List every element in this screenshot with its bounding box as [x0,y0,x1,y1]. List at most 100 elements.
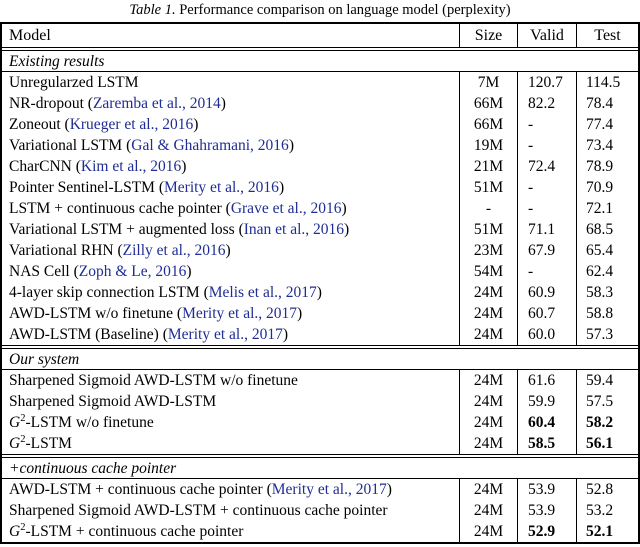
citation-link[interactable]: Gal & Ghahramani, 2016 [131,137,289,154]
citation-link[interactable]: Zoph & Le, 2016 [78,263,187,280]
test-cell: 53.2 [576,500,638,521]
model-name: AWD-LSTM w/o finetune ( [9,305,183,322]
test-cell: 57.5 [576,391,638,412]
size-cell: 24M [459,391,517,412]
citation-link[interactable]: Grave et al., 2016 [230,200,342,217]
table-row: NR-dropout (Zaremba et al., 2014) 66M 82… [2,93,638,114]
model-name: Unregularzed LSTM [9,74,139,91]
table-row: Zoneout (Krueger et al., 2016) 66M - 77.… [2,114,638,135]
test-cell: 72.1 [576,198,638,219]
results-table: Model Size Valid Test Existing results U… [0,22,640,544]
model-cell: Variational RHN (Zilly et al., 2016) [2,240,459,261]
citation-link[interactable]: Kim et al., 2016 [80,158,182,175]
size-cell: 23M [459,240,517,261]
valid-cell: 71.1 [517,219,576,240]
size-cell: 24M [459,521,517,542]
table-row: AWD-LSTM + continuous cache pointer (Mer… [2,479,638,500]
model-cell: NR-dropout (Zaremba et al., 2014) [2,93,459,114]
table-row: G2-LSTM w/o finetune 24M 60.4 58.2 [2,412,638,433]
model-name: CharCNN ( [9,158,81,175]
model-cell: Zoneout (Krueger et al., 2016) [2,114,459,135]
citation-close-paren: ) [181,158,187,175]
model-cell: Pointer Sentinel-LSTM (Merity et al., 20… [2,177,459,198]
model-name: NR-dropout ( [9,95,93,112]
model-name: Sharpened Sigmoid AWD-LSTM w/o finetune [9,372,298,389]
citation-link[interactable]: Merity et al., 2016 [164,179,279,196]
test-cell: 68.5 [576,219,638,240]
table-row: CharCNN (Kim et al., 2016) 21M 72.4 78.9 [2,156,638,177]
model-cell: Unregularzed LSTM [2,72,459,93]
table-caption: Table 1. Performance comparison on langu… [0,0,640,21]
table-caption-label: Table 1. [129,2,176,18]
test-cell: 78.4 [576,93,638,114]
test-cell: 59.4 [576,370,638,391]
test-cell: 52.1 [576,521,638,542]
valid-cell: 59.9 [517,391,576,412]
section-header-our-system: Our system [2,349,638,370]
math-g-symbol: G [9,414,21,431]
model-cell: AWD-LSTM + continuous cache pointer (Mer… [2,479,459,500]
table-row: G2-LSTM + continuous cache pointer 24M 5… [2,521,638,542]
citation-close-paren: ) [344,221,350,238]
test-cell: 58.2 [576,412,638,433]
size-cell: 51M [459,177,517,198]
valid-cell: 61.6 [517,370,576,391]
citation-link[interactable]: Merity et al., 2017 [167,326,283,343]
citation-link[interactable]: Merity et al., 2017 [271,481,387,498]
table-row: Variational LSTM + augmented loss (Inan … [2,219,638,240]
citation-link[interactable]: Melis et al., 2017 [208,284,317,301]
column-header-model: Model [9,27,51,44]
model-cell: LSTM + continuous cache pointer (Grave e… [2,198,459,219]
citation-link[interactable]: Inan et al., 2016 [243,221,345,238]
valid-cell: 53.9 [517,479,576,500]
column-header-test: Test [576,24,638,47]
size-cell: 54M [459,261,517,282]
table-row: Sharpened Sigmoid AWD-LSTM w/o finetune … [2,370,638,391]
citation-link[interactable]: Zilly et al., 2016 [122,242,226,259]
citation-close-paren: ) [225,242,231,259]
citation-close-paren: ) [278,179,285,196]
math-superscript: 2 [20,433,26,445]
size-cell: 19M [459,135,517,156]
model-name: AWD-LSTM (Baseline) ( [9,326,168,343]
column-header-valid: Valid [517,24,576,47]
citation-close-paren: ) [288,137,294,154]
valid-cell: - [517,198,576,219]
model-name: LSTM + continuous cache pointer ( [9,200,231,217]
citation-close-paren: ) [220,95,226,112]
model-cell: Sharpened Sigmoid AWD-LSTM + continuous … [2,500,459,521]
size-cell: 24M [459,324,517,345]
citation-close-paren: ) [282,326,288,343]
valid-cell: - [517,114,576,135]
size-cell: 51M [459,219,517,240]
table-row: G2-LSTM 24M 58.5 56.1 [2,433,638,458]
test-cell: 57.3 [576,324,638,345]
model-cell: Sharpened Sigmoid AWD-LSTM [2,391,459,412]
section-header-continuous-cache-pointer: +continuous cache pointer [2,458,638,479]
test-cell: 77.4 [576,114,638,135]
math-g-symbol: G [9,435,21,452]
table-row: NAS Cell (Zoph & Le, 2016) 54M - 62.4 [2,261,638,282]
model-cell: 4-layer skip connection LSTM (Melis et a… [2,282,459,303]
citation-close-paren: ) [386,481,392,498]
table-row: AWD-LSTM w/o finetune (Merity et al., 20… [2,303,638,324]
model-cell: G2-LSTM + continuous cache pointer [2,521,459,542]
table-row: Sharpened Sigmoid AWD-LSTM 24M 59.9 57.5 [2,391,638,412]
model-cell: G2-LSTM w/o finetune [2,412,459,433]
valid-cell: 120.7 [517,72,576,93]
valid-cell: 67.9 [517,240,576,261]
valid-cell: - [517,177,576,198]
model-name: Variational LSTM + augmented loss ( [9,221,244,238]
model-name: NAS Cell ( [9,263,79,280]
size-cell: 21M [459,156,517,177]
citation-close-paren: ) [193,116,199,133]
citation-link[interactable]: Merity et al., 2017 [182,305,298,322]
math-g-symbol: G [9,523,21,540]
model-cell: Variational LSTM + augmented loss (Inan … [2,219,459,240]
math-superscript: 2 [20,521,26,533]
citation-link[interactable]: Krueger et al., 2016 [69,116,194,133]
table-row: Pointer Sentinel-LSTM (Merity et al., 20… [2,177,638,198]
citation-link[interactable]: Zaremba et al., 2014 [92,95,221,112]
size-cell: 24M [459,433,517,454]
valid-cell: 60.9 [517,282,576,303]
